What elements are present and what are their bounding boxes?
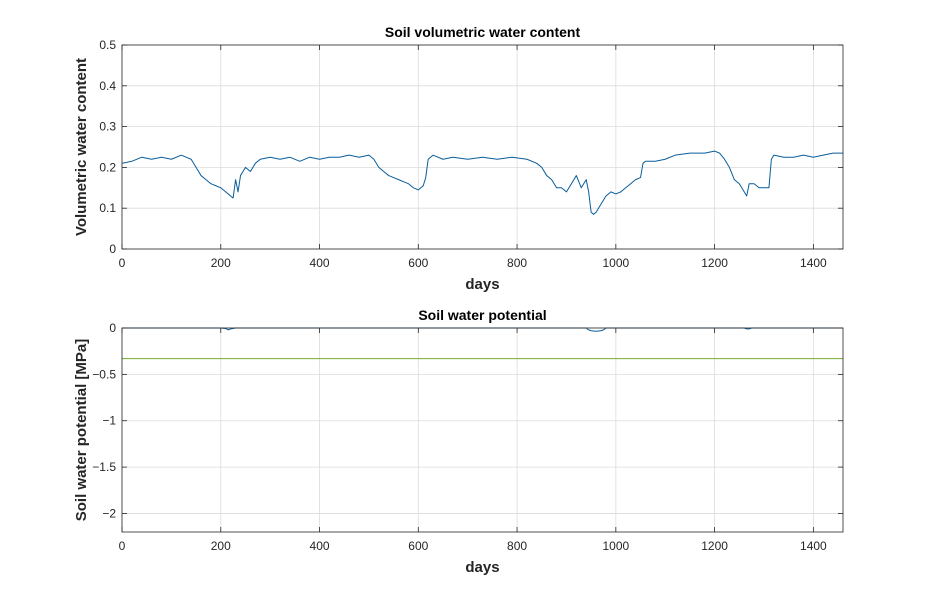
chart-volumetric-water-content: 0 200 400 600 800 1000 1200 1400 0 0.1 0.2 0.3 0.4 0.… (73, 24, 844, 293)
c0-x-axis-label: days (465, 276, 499, 293)
c1-x-tick-label: 1000 (602, 539, 629, 553)
c1-x-tick-label: 400 (310, 539, 330, 553)
c1-y-tick-label: −1 (102, 414, 116, 428)
c0-x-tick-label: 1200 (701, 256, 728, 270)
c1-y-tick-label: −1.5 (92, 460, 116, 474)
c0-x-tick-label: 200 (211, 256, 231, 270)
c1-x-tick-label: 1200 (701, 539, 728, 553)
c1-x-axis-label: days (465, 559, 499, 576)
c0-series-0-line (122, 150, 843, 215)
c1-y-tick-label: −2 (102, 506, 116, 520)
c0-y-tick-label: 0.5 (99, 38, 116, 52)
c0-y-tick-label: 0.4 (99, 79, 116, 93)
c1-y-tick-label: −0.5 (92, 367, 116, 381)
c1-x-tick-label: 0 (119, 539, 126, 553)
c0-x-tick-label: 1400 (800, 256, 827, 270)
c0-x-tick-label: 0 (119, 256, 126, 270)
c0-y-tick-label: 0.2 (99, 160, 116, 174)
chart-soil-water-potential: 0 200 400 600 800 1000 1200 1400 0 −0.5 −1 −1.5 −2 So… (73, 307, 844, 576)
c0-chart-title: Soil volumetric water content (385, 24, 581, 40)
c0-axes-box (121, 44, 844, 250)
c0-x-tick-label: 400 (310, 256, 330, 270)
c0-plot-area (122, 45, 843, 249)
c1-chart-title: Soil water potential (418, 307, 546, 323)
c1-x-tick-label: 200 (211, 539, 231, 553)
c0-x-tick-label: 800 (507, 256, 527, 270)
c0-x-tick-label: 1000 (602, 256, 629, 270)
c0-y-tick-label: 0.3 (99, 120, 116, 134)
c0-x-tick-label: 600 (408, 256, 428, 270)
c1-axes-box (121, 327, 844, 533)
c1-x-tick-label: 1400 (800, 539, 827, 553)
c1-series-0-line (122, 327, 843, 332)
c0-y-tick-label: 0.1 (99, 201, 116, 215)
c1-x-tick-label: 800 (507, 539, 527, 553)
c0-y-tick-label: 0 (109, 242, 116, 256)
c1-x-tick-label: 600 (408, 539, 428, 553)
c1-y-axis-label: Soil water potential [MPa] (73, 339, 90, 522)
c1-y-tick-label: 0 (109, 321, 116, 335)
c0-y-axis-label: Volumetric water content (73, 58, 90, 236)
c1-plot-area (122, 328, 843, 532)
